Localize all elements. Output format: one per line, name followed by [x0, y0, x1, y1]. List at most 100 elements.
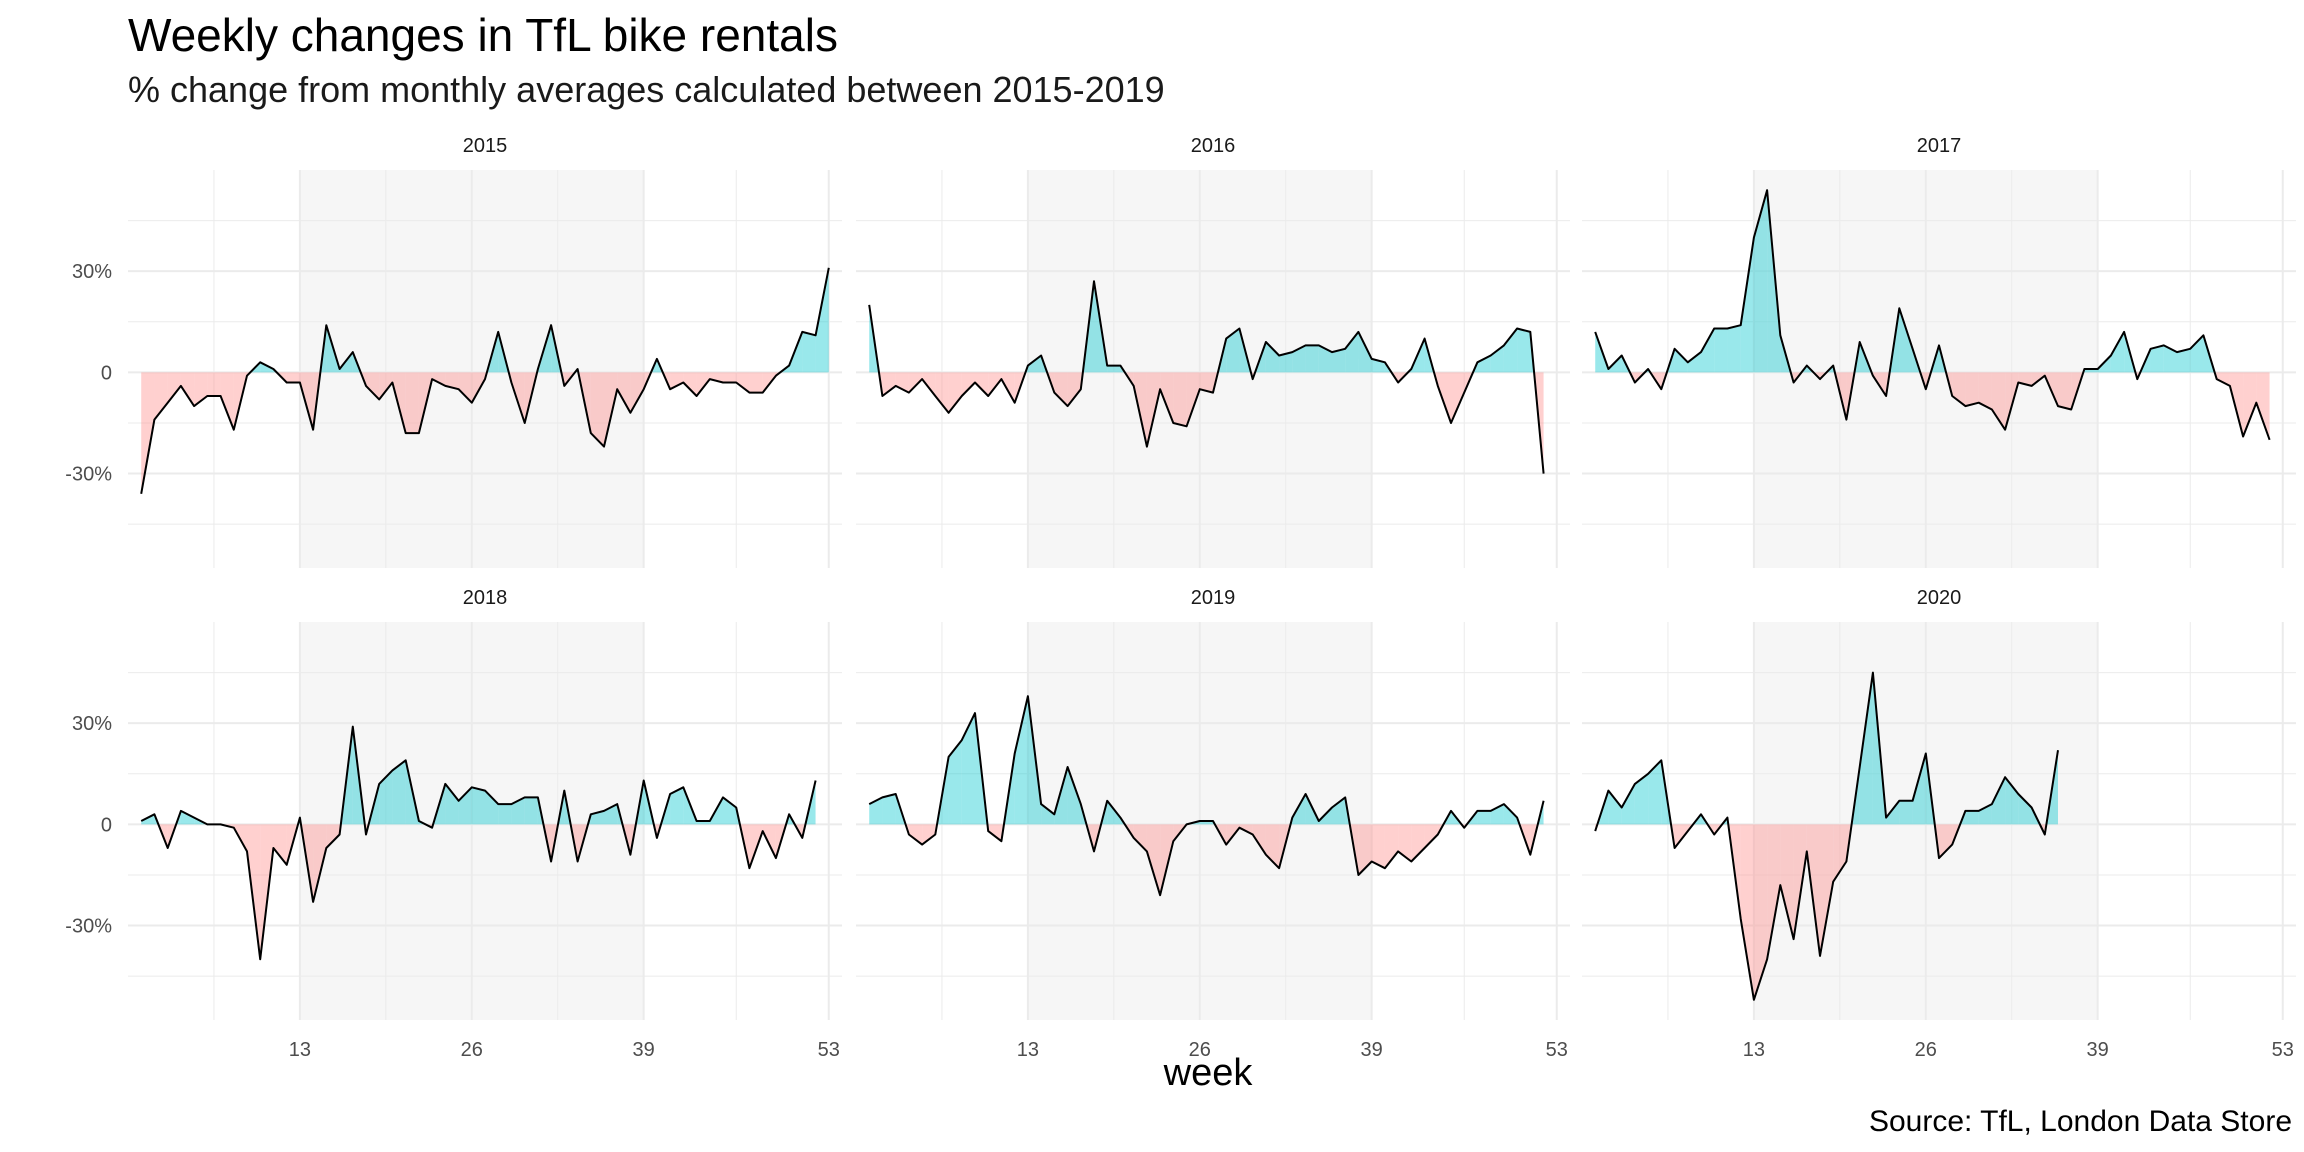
- area-positive: [1621, 783, 1635, 825]
- area-positive: [1727, 325, 1741, 373]
- area-positive: [1899, 800, 1913, 825]
- area-negative: [1384, 824, 1399, 869]
- x-tick-label: 13: [1017, 1039, 1039, 1061]
- area-positive: [1318, 345, 1332, 373]
- area-positive: [2005, 777, 2019, 825]
- area-positive: [511, 797, 525, 825]
- area-positive: [524, 797, 538, 825]
- area-negative: [1793, 824, 1807, 940]
- area-negative: [1398, 824, 1412, 862]
- panel-2019: 2019 13 26 39 53: [856, 587, 1570, 1061]
- area-negative: [1252, 824, 1266, 855]
- area-negative: [882, 372, 896, 396]
- area-negative: [988, 824, 1002, 842]
- area-negative: [590, 372, 604, 447]
- area-positive: [1332, 797, 1346, 825]
- panel-label: 2019: [1191, 587, 1236, 609]
- area-positive: [392, 760, 406, 825]
- area-positive: [1991, 777, 2006, 825]
- area-positive: [1912, 753, 1926, 825]
- area-positive: [802, 331, 816, 373]
- area-positive: [670, 787, 684, 825]
- area-negative: [1965, 372, 1979, 407]
- area-negative: [2256, 372, 2270, 440]
- area-negative: [922, 372, 936, 396]
- area-positive: [882, 794, 896, 825]
- area-negative: [286, 372, 300, 383]
- area-negative: [1411, 824, 1425, 862]
- area-positive: [2150, 345, 2164, 373]
- area-positive: [1332, 348, 1346, 373]
- area-positive: [1226, 328, 1240, 373]
- area-positive: [1279, 352, 1293, 373]
- area-negative: [366, 372, 380, 400]
- area-negative: [207, 372, 221, 396]
- area-negative: [405, 372, 419, 434]
- panel-label: 2020: [1917, 587, 1962, 609]
- y-tick-label: -30%: [65, 916, 112, 938]
- area-negative: [961, 372, 975, 396]
- area-negative: [1820, 824, 1834, 956]
- panel-2015: 2015 -30% 0 30%: [65, 135, 842, 568]
- y-tick-label: -30%: [65, 464, 112, 486]
- area-negative: [975, 372, 989, 396]
- area-positive: [1753, 190, 1768, 373]
- area-negative: [736, 372, 750, 393]
- area-positive: [1634, 773, 1649, 825]
- area-negative: [167, 372, 181, 403]
- area-negative: [1358, 824, 1372, 875]
- x-tick-label: 13: [289, 1039, 311, 1061]
- panel-2020: 2020 13 26 39 53: [1582, 587, 2296, 1061]
- x-axis-label: week: [1163, 1052, 1254, 1094]
- area-positive: [1107, 365, 1121, 373]
- x-tick-label: 53: [1546, 1039, 1568, 1061]
- x-tick-label: 13: [1743, 1039, 1765, 1061]
- chart-title: Weekly changes in TfL bike rentals: [128, 9, 838, 61]
- area-negative: [1753, 824, 1768, 1000]
- area-negative: [2058, 372, 2072, 410]
- area-positive: [445, 783, 459, 825]
- area-negative: [379, 372, 393, 400]
- area-negative: [696, 372, 710, 396]
- series-line: [868, 695, 1545, 897]
- area-negative: [180, 372, 195, 407]
- area-negative: [922, 824, 936, 845]
- area-positive: [961, 713, 975, 825]
- area-positive: [1859, 672, 1873, 825]
- source-caption: Source: TfL, London Data Store: [1868, 1105, 2292, 1138]
- area-negative: [1451, 372, 1465, 423]
- x-tick-label: 26: [1915, 1039, 1937, 1061]
- area-negative: [1054, 372, 1068, 407]
- area-negative: [617, 372, 631, 413]
- area-negative: [313, 824, 327, 902]
- panel-2016: 2016: [856, 135, 1570, 568]
- series-line: [868, 280, 1545, 474]
- area-negative: [445, 372, 459, 390]
- x-tick-label: 39: [633, 1039, 655, 1061]
- area-negative: [458, 372, 472, 403]
- area-positive: [471, 787, 485, 825]
- area-negative: [220, 372, 234, 430]
- area-negative: [1067, 372, 1081, 407]
- area-negative: [908, 372, 923, 393]
- area-positive: [723, 797, 737, 825]
- panel-2018: 2018 -30% 0 30% 13 26 39 53: [65, 587, 842, 1061]
- area-positive: [1608, 790, 1622, 825]
- area-positive: [2163, 345, 2177, 373]
- area-positive: [815, 267, 829, 373]
- area-positive: [1701, 328, 1715, 373]
- panel-label: 2016: [1191, 135, 1236, 157]
- area-positive: [1067, 767, 1081, 825]
- area-negative: [1740, 824, 1754, 1000]
- area-positive: [1503, 328, 1518, 373]
- y-tick-label: 0: [101, 362, 112, 384]
- area-negative: [1199, 372, 1213, 393]
- area-negative: [1767, 824, 1781, 960]
- area-positive: [180, 810, 195, 825]
- x-tick-label: 53: [818, 1039, 840, 1061]
- series-line: [140, 267, 830, 494]
- area-positive: [2190, 335, 2204, 373]
- area-negative: [273, 824, 287, 865]
- area-positive: [1345, 331, 1359, 373]
